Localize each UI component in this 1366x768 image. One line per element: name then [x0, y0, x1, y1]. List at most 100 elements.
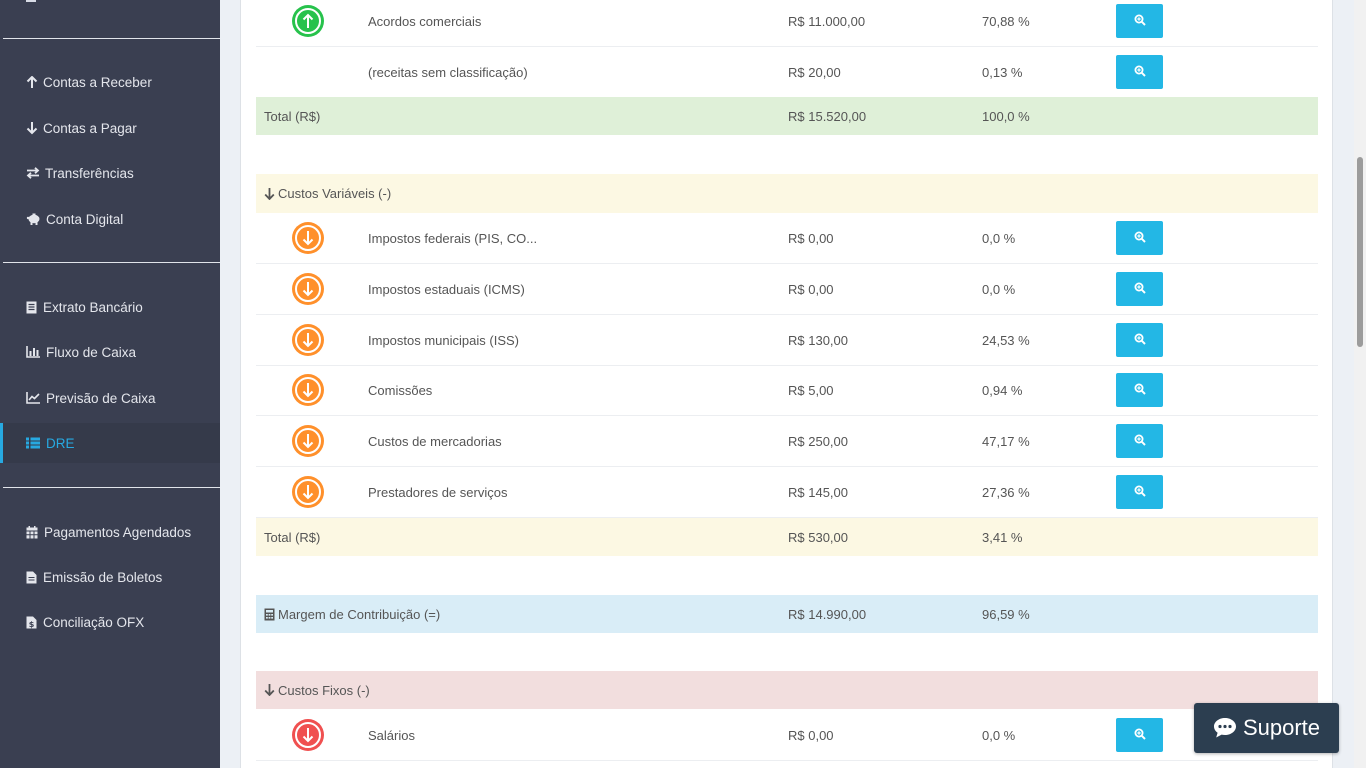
- table-icon: [26, 436, 44, 450]
- row-name: Salários: [368, 727, 415, 743]
- chat-bubble-icon: [1213, 717, 1243, 739]
- sidebar-item-label: Conciliação OFX: [43, 614, 145, 630]
- calendar-icon: [26, 525, 42, 539]
- sidebar-item-label: Pagamentos Agendados: [44, 524, 192, 540]
- row-value: R$ 0,00: [788, 230, 834, 246]
- total-percent: 3,41 %: [982, 529, 1023, 545]
- arrow-down-icon: [26, 121, 41, 135]
- sidebar-item-label: Transferências: [45, 165, 134, 181]
- sidebar-item-previsao-de-caixa[interactable]: Previsão de Caixa: [0, 378, 220, 418]
- arrow-down-circle-icon: [292, 719, 324, 751]
- sidebar-item-contas-a-pagar[interactable]: Contas a Pagar: [0, 108, 220, 148]
- row-value: R$ 20,00: [788, 64, 841, 80]
- support-label: Suporte: [1242, 715, 1321, 740]
- total-value: R$ 15.520,00: [788, 108, 867, 124]
- sidebar-item-extrato-bancario[interactable]: Extrato Bancário: [0, 287, 220, 327]
- arrow-down-circle-icon: [292, 324, 324, 356]
- sidebar-item-transferencias[interactable]: Transferências: [0, 153, 220, 193]
- total-row: Total (R$) R$ 530,00 3,41 %: [256, 518, 1318, 556]
- row-value: R$ 130,00: [788, 332, 848, 348]
- arrow-up-icon: [26, 75, 41, 89]
- search-plus-icon: [1134, 282, 1146, 297]
- sidebar-item-emissao-de-boletos[interactable]: Emissão de Boletos: [0, 557, 220, 597]
- line-chart-icon: [26, 391, 44, 405]
- sidebar-item-conciliacao-ofx[interactable]: $ Conciliação OFX: [0, 602, 220, 642]
- table-row: Impostos federais (PIS, CO... R$ 0,00 0,…: [256, 213, 1318, 264]
- zoom-button[interactable]: [1116, 323, 1163, 357]
- sidebar-item-label: Emissão de Boletos: [43, 569, 163, 585]
- search-plus-icon: [1134, 434, 1146, 449]
- margem-value: R$ 14.990,00: [788, 606, 867, 622]
- search-plus-icon: [1134, 333, 1146, 348]
- arrow-down-circle-icon: [292, 476, 324, 508]
- row-value: R$ 145,00: [788, 484, 848, 500]
- total-label: Total (R$): [264, 529, 321, 545]
- file-dollar-icon: $: [26, 615, 41, 629]
- row-name: Prestadores de serviços: [368, 484, 508, 500]
- sidebar-item-fluxo-de-caixa[interactable]: Fluxo de Caixa: [0, 332, 220, 372]
- sidebar-item-pagamentos-agendados[interactable]: Pagamentos Agendados: [0, 512, 220, 552]
- arrow-down-circle-icon: [292, 374, 324, 406]
- section-title: Margem de Contribuição (=): [278, 606, 441, 622]
- row-value: R$ 250,00: [788, 433, 848, 449]
- sidebar-item-label: Extrato Bancário: [43, 299, 143, 315]
- exchange-icon: [26, 166, 43, 180]
- partial-top-icon: [26, 0, 36, 2]
- arrow-down-circle-icon: [292, 273, 324, 305]
- calculator-icon: [264, 608, 275, 621]
- zoom-button[interactable]: [1116, 272, 1163, 306]
- arrow-up-circle-icon: [292, 5, 324, 37]
- total-label: Total (R$): [264, 108, 321, 124]
- sidebar-item-dre[interactable]: DRE: [0, 423, 220, 463]
- search-plus-icon: [1134, 231, 1146, 246]
- margem-row: Margem de Contribuição (=) R$ 14.990,00 …: [256, 595, 1318, 633]
- table-row: Acordos comerciais R$ 11.000,00 70,88 %: [256, 0, 1318, 47]
- file-icon: [26, 570, 41, 584]
- scrollbar-thumb[interactable]: [1357, 157, 1363, 347]
- zoom-button[interactable]: [1116, 221, 1163, 255]
- zoom-button[interactable]: [1116, 475, 1163, 509]
- statement-icon: [26, 300, 41, 314]
- table-row: Impostos municipais (ISS) R$ 130,00 24,5…: [256, 315, 1318, 366]
- row-name: (receitas sem classificação): [368, 64, 528, 80]
- support-button[interactable]: Suporte: [1194, 703, 1339, 753]
- zoom-button[interactable]: [1116, 4, 1163, 38]
- zoom-button[interactable]: [1116, 55, 1163, 89]
- margem-percent: 96,59 %: [982, 606, 1030, 622]
- zoom-button[interactable]: [1116, 373, 1163, 407]
- table-row: (receitas sem classificação) R$ 20,00 0,…: [256, 47, 1318, 98]
- zoom-button[interactable]: [1116, 718, 1163, 752]
- sidebar-item-label: Contas a Receber: [43, 74, 152, 90]
- zoom-button[interactable]: [1116, 424, 1163, 458]
- arrow-down-circle-icon: [292, 222, 324, 254]
- sidebar-divider: [3, 262, 220, 263]
- row-name: Comissões: [368, 382, 433, 398]
- search-plus-icon: [1134, 485, 1146, 500]
- row-percent: 0,0 %: [982, 281, 1016, 297]
- search-plus-icon: [1134, 728, 1146, 743]
- total-row: Total (R$) R$ 15.520,00 100,0 %: [256, 97, 1318, 135]
- row-percent: 70,88 %: [982, 13, 1030, 29]
- sidebar-item-conta-digital[interactable]: Conta Digital: [0, 199, 220, 239]
- arrow-down-icon: [264, 684, 275, 696]
- row-value: R$ 11.000,00: [788, 13, 866, 29]
- arrow-down-icon: [264, 187, 275, 200]
- sidebar-item-label: Previsão de Caixa: [46, 390, 156, 406]
- scrollbar[interactable]: [1354, 0, 1366, 768]
- sidebar-item-contas-a-receber[interactable]: Contas a Receber: [0, 62, 220, 102]
- row-value: R$ 0,00: [788, 281, 834, 297]
- row-name: Impostos estaduais (ICMS): [368, 281, 525, 297]
- row-value: R$ 5,00: [788, 382, 834, 398]
- total-percent: 100,0 %: [982, 108, 1030, 124]
- arrow-down-circle-icon: [292, 425, 324, 457]
- bar-chart-icon: [26, 345, 44, 359]
- section-title: Custos Variáveis (-): [278, 186, 392, 201]
- sidebar-item-label: Fluxo de Caixa: [46, 344, 137, 360]
- row-percent: 0,0 %: [982, 230, 1016, 246]
- svg-text:$: $: [29, 620, 35, 629]
- section-header-custos-variaveis: Custos Variáveis (-): [256, 174, 1318, 213]
- search-plus-icon: [1134, 65, 1146, 80]
- table-row: Impostos estaduais (ICMS) R$ 0,00 0,0 %: [256, 264, 1318, 315]
- table-row: Salários R$ 0,00 0,0 %: [256, 710, 1318, 761]
- table-row: Custos de mercadorias R$ 250,00 47,17 %: [256, 416, 1318, 467]
